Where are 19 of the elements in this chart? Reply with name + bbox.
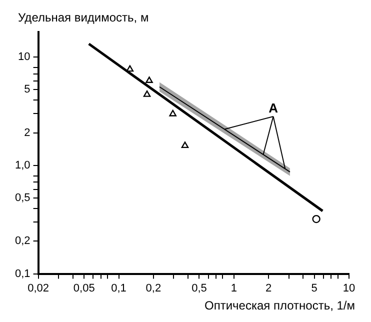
x-axis-title: Оптическая плотность, 1/м	[204, 298, 355, 312]
x-tick-label: 0,05	[73, 282, 95, 294]
y-tick-label: 1,0	[14, 159, 30, 172]
x-tick-label: 0,02	[28, 282, 49, 294]
y-tick-label: 10	[18, 51, 30, 64]
y-tick-label: 0,5	[14, 192, 30, 204]
y-tick-label: 5	[24, 84, 30, 96]
y-tick-label: 0,2	[14, 235, 30, 248]
x-tick-label: 1	[230, 282, 237, 294]
x-tick-label: 5	[311, 282, 318, 294]
y-axis-title: Удельная видимость, м	[18, 10, 149, 24]
x-tick-label: 0,2	[146, 282, 162, 294]
y-tick-label: 0,1	[14, 268, 30, 280]
x-tick-label: 10	[342, 282, 356, 294]
x-tick-label: 0,1	[111, 282, 126, 294]
annotation: A	[268, 100, 279, 116]
x-tick-label: 2	[265, 282, 272, 294]
y-tick-label: 2	[24, 126, 30, 139]
x-tick-label: 0,5	[192, 282, 207, 294]
